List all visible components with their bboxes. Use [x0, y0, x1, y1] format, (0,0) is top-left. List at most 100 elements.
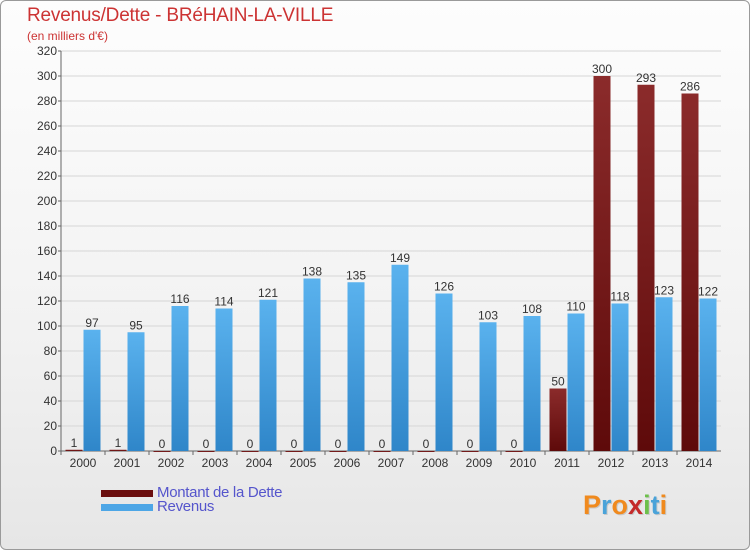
- data-label-revenus: 97: [85, 316, 99, 330]
- y-tick-label: 60: [44, 369, 58, 383]
- x-tick-label: 2010: [510, 456, 537, 470]
- legend-label-revenus: Revenus: [157, 498, 215, 515]
- bar-dette: [373, 451, 391, 452]
- y-tick-label: 220: [37, 169, 57, 183]
- data-label-revenus: 118: [610, 290, 629, 304]
- logo-letter: P: [583, 490, 602, 520]
- legend-swatch-dette: [101, 490, 153, 497]
- data-label-revenus: 138: [302, 265, 322, 279]
- x-tick-label: 2013: [642, 456, 669, 470]
- y-tick-label: 20: [44, 419, 58, 433]
- data-label-dette: 0: [291, 437, 298, 451]
- data-label-revenus: 135: [346, 268, 366, 282]
- bar-dette: [681, 93, 699, 451]
- data-label-revenus: 110: [566, 300, 585, 314]
- bar-revenus: [611, 303, 629, 451]
- bar-revenus: [435, 293, 453, 451]
- x-tick-label: 2008: [422, 456, 449, 470]
- data-label-dette: 0: [423, 437, 430, 451]
- bar-dette: [65, 449, 83, 451]
- bar-revenus: [567, 313, 585, 451]
- bar-revenus: [391, 264, 409, 451]
- data-label-dette: 300: [592, 62, 612, 76]
- data-label-dette: 0: [467, 437, 474, 451]
- bar-revenus: [479, 322, 497, 451]
- bar-dette: [417, 451, 435, 452]
- bar-revenus: [127, 332, 145, 451]
- chart-subtitle: (en milliers d'€): [27, 29, 108, 43]
- y-tick-label: 140: [37, 269, 57, 283]
- bar-revenus: [83, 329, 101, 451]
- data-label-revenus: 123: [654, 283, 674, 297]
- data-label-revenus: 122: [698, 285, 718, 299]
- data-label-dette: 0: [247, 437, 254, 451]
- bar-revenus: [523, 316, 541, 451]
- bar-dette: [241, 451, 259, 452]
- y-tick-label: 0: [50, 444, 57, 458]
- bar-dette: [153, 451, 171, 452]
- y-tick-label: 200: [37, 194, 57, 208]
- logo-letter: r: [601, 490, 612, 520]
- bar-dette: [329, 451, 347, 452]
- data-label-dette: 1: [115, 436, 122, 450]
- y-tick-label: 280: [37, 94, 57, 108]
- data-label-dette: 0: [511, 437, 518, 451]
- data-label-dette: 0: [335, 437, 342, 451]
- bar-revenus: [215, 308, 233, 451]
- logo-letter: x: [628, 490, 644, 520]
- data-label-dette: 293: [636, 71, 656, 85]
- bar-revenus: [171, 306, 189, 451]
- y-tick-label: 160: [37, 244, 57, 258]
- proxiti-logo: Proxiti: [583, 490, 667, 521]
- bar-dette: [593, 76, 611, 451]
- logo-letter: o: [611, 490, 629, 520]
- y-tick-label: 240: [37, 144, 57, 158]
- data-label-revenus: 103: [478, 308, 498, 322]
- y-tick-label: 100: [37, 319, 57, 333]
- data-label-revenus: 149: [390, 251, 410, 265]
- y-tick-label: 320: [37, 44, 57, 58]
- x-tick-label: 2012: [598, 456, 625, 470]
- y-tick-label: 180: [37, 219, 57, 233]
- data-label-revenus: 114: [214, 295, 233, 309]
- bar-dette: [197, 451, 215, 452]
- x-tick-label: 2005: [290, 456, 317, 470]
- data-label-revenus: 95: [129, 318, 143, 332]
- bar-revenus: [655, 297, 673, 451]
- data-label-revenus: 108: [522, 302, 542, 316]
- data-label-dette: 1: [71, 436, 78, 450]
- bar-dette: [505, 451, 523, 452]
- y-tick-label: 120: [37, 294, 57, 308]
- logo-letter: i: [659, 490, 668, 520]
- y-tick-label: 260: [37, 119, 57, 133]
- bar-layer: [65, 76, 717, 452]
- chart-title: Revenus/Dette - BRéHAIN-LA-VILLE: [27, 5, 334, 26]
- grid-layer: [61, 50, 721, 452]
- legend-swatch-revenus: [101, 504, 153, 511]
- bar-revenus: [303, 278, 321, 451]
- x-tick-label: 2006: [334, 456, 361, 470]
- bar-revenus: [347, 282, 365, 451]
- data-label-dette: 0: [379, 437, 386, 451]
- logo-letter: i: [643, 490, 651, 520]
- x-tick-label: 2002: [158, 456, 185, 470]
- axis-layer: 0204060801001201401601802002202402602803…: [37, 44, 721, 470]
- data-label-dette: 0: [159, 437, 166, 451]
- x-tick-label: 2004: [246, 456, 273, 470]
- data-label-revenus: 121: [258, 286, 278, 300]
- bar-revenus: [259, 299, 277, 451]
- logo-letter: t: [650, 490, 660, 520]
- data-label-revenus: 116: [170, 292, 189, 306]
- x-tick-label: 2011: [554, 456, 580, 470]
- x-tick-label: 2000: [70, 456, 97, 470]
- x-tick-label: 2001: [114, 456, 141, 470]
- legend-label-dette: Montant de la Dette: [157, 484, 283, 501]
- label-layer: 1 97 1 95 0 116 0 114 0 121 0 138 0 135 0 149 0 126 0 103 0 1…: [71, 62, 719, 451]
- y-tick-label: 80: [44, 344, 58, 358]
- bar-dette: [461, 451, 479, 452]
- x-tick-label: 2003: [202, 456, 229, 470]
- data-label-dette: 50: [551, 375, 565, 389]
- bar-dette: [109, 449, 127, 451]
- x-tick-label: 2014: [686, 456, 713, 470]
- y-tick-label: 300: [37, 69, 57, 83]
